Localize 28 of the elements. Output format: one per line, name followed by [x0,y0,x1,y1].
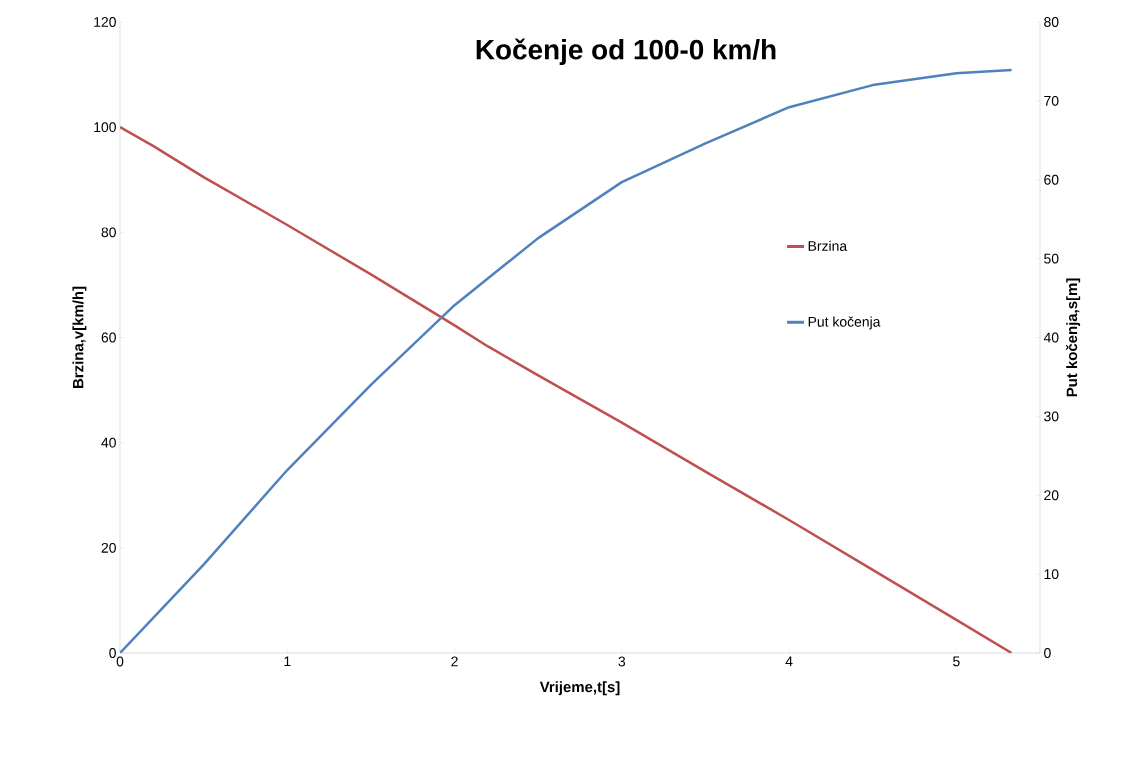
y2-tick-label: 80 [1044,17,1059,27]
x-tick-label: 4 [785,656,793,667]
y-tick-label: 20 [101,542,116,553]
y-tick-label: 100 [94,122,116,133]
x-tick-label: 3 [618,656,626,667]
y2-tick-label: 40 [1043,332,1059,343]
y-tick-label: 80 [101,227,116,238]
x-tick-label: 5 [953,656,960,667]
y2-tick-label: 10 [1044,569,1059,580]
y-tick-label: 60 [101,332,116,343]
y-axis-title: Brzina,v[km/h] [72,286,87,388]
y2-tick-label: 60 [1044,174,1059,185]
x-axis-title: Vrijeme,t[s] [539,681,620,696]
text: Kočenje od 100-0 km/h [476,38,776,66]
x-tick-label: 0 [116,656,124,667]
y2-tick-label: 0 [1044,648,1051,658]
y2-tick-label: 50 [1044,253,1059,264]
y2-axis-title: Put kočenja,s[m] [1065,278,1081,397]
y-tick-label: 120 [94,17,116,27]
x-tick-label: 1 [284,656,291,667]
x-tick-label: 2 [451,656,458,667]
y2-tick-label: 70 [1044,95,1059,106]
y-tick-label: 0 [109,648,116,658]
legend-label: Put kočenja [808,316,881,330]
y-tick-label: 40 [101,437,116,448]
y2-tick-label: 20 [1044,490,1059,501]
legend-label: Brzina [808,240,848,251]
y2-tick-label: 30 [1044,411,1059,422]
